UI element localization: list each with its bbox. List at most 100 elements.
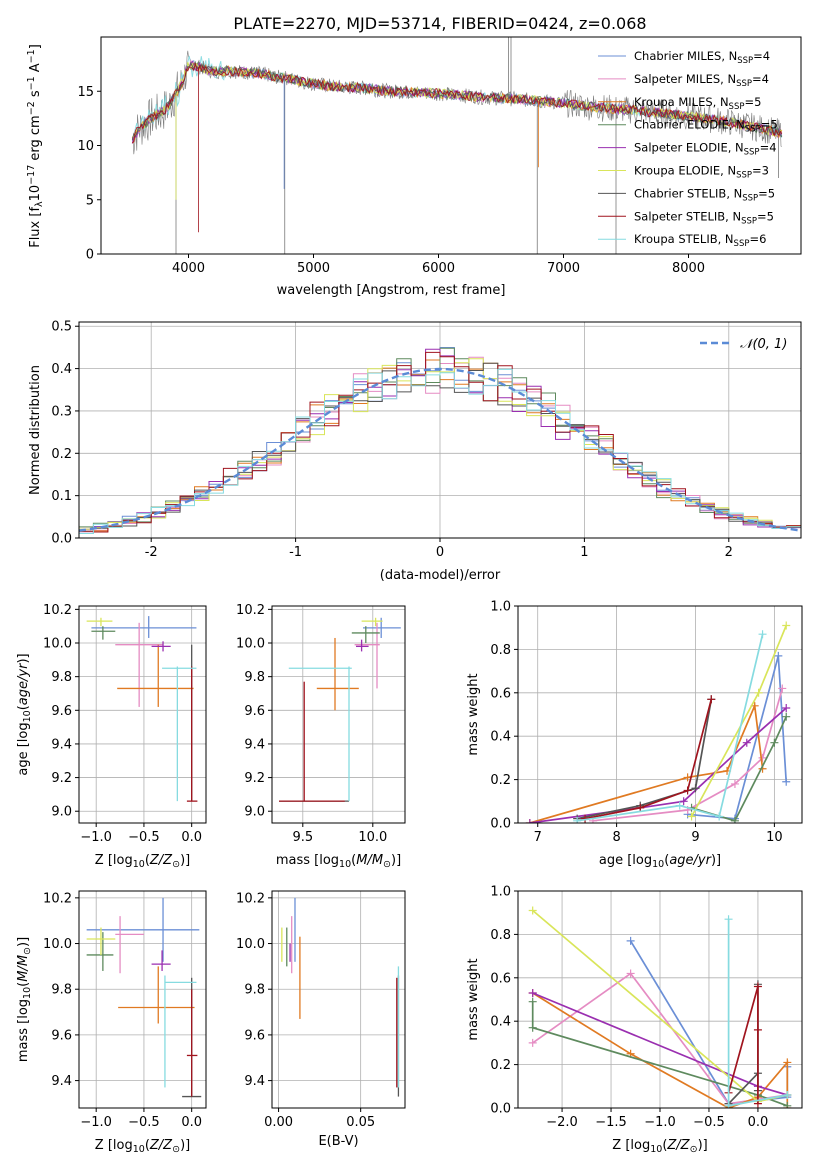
- residual-histogram-step: [79, 358, 801, 530]
- x-axis-label: Z [log10(Z/Z⊙)]: [95, 1138, 190, 1155]
- y-tick-label: 0.0: [490, 817, 511, 832]
- x-tick-label: −2.0: [546, 1115, 578, 1130]
- x-tick-label: 9: [691, 830, 699, 845]
- y-tick-label: 9.6: [244, 704, 265, 719]
- weight-point-marker: [782, 703, 791, 712]
- y-tick-label: 0.8: [490, 643, 511, 658]
- weight-point-marker: [528, 997, 537, 1006]
- y-tick-label: 10.2: [43, 891, 72, 906]
- weight-point-marker: [730, 816, 739, 823]
- x-tick-label: −0.5: [128, 830, 160, 845]
- x-tick-label: −0.5: [693, 1115, 725, 1130]
- legend-entry: Salpeter MILES, NSSP=4: [634, 72, 769, 89]
- y-tick-label: 9.6: [244, 1028, 265, 1043]
- x-tick-label: 10: [766, 830, 783, 845]
- y-tick-label: 0.4: [490, 1015, 511, 1030]
- weight-series-line: [584, 699, 713, 820]
- y-tick-label: 0.2: [490, 1058, 511, 1073]
- weight-point-marker: [683, 786, 692, 795]
- age-vs-mass-panel: 9.5 10.0 9.0 9.2 9.4 9.6 9.8 10.0 10.2 mass [log1…: [236, 603, 406, 870]
- x-tick-label: 1: [580, 545, 588, 560]
- x-tick-label: 10.0: [358, 830, 387, 845]
- weight-point-marker: [687, 812, 696, 821]
- weight-point-marker: [679, 797, 688, 806]
- weight-point-marker: [782, 712, 791, 721]
- legend-entry: Kroupa ELODIE, NSSP=3: [634, 164, 769, 181]
- weight-point-marker: [783, 1058, 792, 1067]
- figure-title: PLATE=2270, MJD=53714, FIBERID=0424, z=0…: [233, 14, 646, 33]
- plot-area: [131, 37, 783, 254]
- x-tick-label: −1.0: [80, 830, 112, 845]
- x-tick-label: −1.0: [80, 1115, 112, 1130]
- y-tick-label: 9.8: [51, 670, 72, 685]
- axes-frame: [271, 890, 406, 1109]
- x-tick-label: 0: [436, 545, 444, 560]
- y-axis-label: mass [log10(M/M⊙)]: [16, 937, 33, 1062]
- weight-point-marker: [730, 779, 739, 788]
- y-axis-label: mass weight: [466, 958, 481, 1040]
- weight-point-marker: [782, 621, 791, 630]
- y-tick-label: 0.4: [490, 730, 511, 745]
- y-tick-label: 0.0: [490, 1102, 511, 1117]
- x-tick-label: 7000: [547, 261, 580, 276]
- y-tick-label: 10.2: [236, 891, 265, 906]
- y-tick-label: 9.4: [244, 1074, 265, 1089]
- axes-frame: [78, 605, 207, 824]
- weight-point-marker: [724, 1101, 733, 1108]
- y-axis-label: mass weight: [466, 673, 481, 755]
- y-tick-label: 10.0: [236, 937, 265, 952]
- weight-point-marker: [758, 630, 767, 639]
- x-tick-label: -2: [145, 545, 158, 560]
- weight-point-marker: [573, 816, 582, 823]
- y-axis-label: age [log10(age/yr)]: [16, 653, 33, 775]
- legend-entry: Salpeter ELODIE, NSSP=4: [634, 141, 777, 158]
- mass-vs-metallicity-panel: −1.0 −0.5 0.0 9.4 9.6 9.8 10.0 10.2 Z [log10(Z/Z…: [16, 890, 207, 1155]
- weight-point-marker: [742, 738, 751, 747]
- plot-area: [79, 347, 801, 534]
- y-tick-label: 9.8: [244, 670, 265, 685]
- x-axis-label: mass [log10(M/M⊙)]: [276, 853, 401, 870]
- weight-point-marker: [753, 982, 762, 991]
- x-tick-label: 8000: [672, 261, 705, 276]
- weight-vs-metallicity-panel: −2.0 −1.5 −1.0 −0.5 0.0 0.0 0.2 0.4 0.6 0.8 1.0 Z […: [466, 885, 803, 1155]
- weight-point-marker: [782, 777, 791, 786]
- weight-point-marker: [783, 1101, 792, 1108]
- x-tick-label: 6000: [422, 261, 455, 276]
- plot-area: [86, 897, 202, 1098]
- legend-entry: Kroupa MILES, NSSP=5: [634, 95, 761, 112]
- legend-entry: 𝒩(0, 1): [740, 337, 787, 352]
- legend-entry: Chabrier MILES, NSSP=4: [634, 49, 770, 66]
- normal-reference-curve: [79, 367, 801, 532]
- x-axis-label: Z [log10(Z/Z⊙)]: [95, 853, 190, 870]
- weight-point-marker: [528, 906, 537, 915]
- axes-frame: [271, 605, 406, 824]
- weight-point-marker: [626, 969, 635, 978]
- y-tick-label: 9.0: [51, 805, 72, 820]
- x-tick-label: 4000: [172, 261, 205, 276]
- weight-point-marker: [774, 651, 783, 660]
- x-tick-label: −1.5: [595, 1115, 627, 1130]
- model-spectrum-line: [131, 61, 783, 141]
- spectrum-panel: 4000 5000 6000 7000 8000 0 5 10 15 wavelength [An…: [26, 36, 802, 298]
- y-tick-label: 5: [86, 193, 94, 208]
- weight-point-marker: [754, 688, 763, 697]
- model-spectrum-line: [132, 61, 782, 138]
- plot-area: [279, 617, 401, 802]
- x-tick-label: 8: [612, 830, 620, 845]
- weight-point-marker: [753, 1025, 762, 1034]
- weight-series-line: [727, 986, 759, 1104]
- y-axis-label: Normed distribution: [28, 365, 43, 495]
- x-axis-label: age [log10(age/yr)]: [599, 853, 721, 870]
- x-tick-label: 0.0: [181, 830, 202, 845]
- x-axis-label: wavelength [Angstrom, rest frame]: [277, 283, 506, 298]
- weight-series-line: [687, 655, 788, 820]
- x-tick-label: 9.5: [292, 830, 313, 845]
- y-tick-label: 9.6: [51, 1028, 72, 1043]
- weight-point-marker: [778, 684, 787, 693]
- axes-frame: [517, 890, 803, 1109]
- residual-histogram-step: [79, 351, 801, 533]
- weight-point-marker: [626, 936, 635, 945]
- y-tick-label: 10.0: [43, 637, 72, 652]
- legend-entry: Kroupa STELIB, NSSP=6: [634, 232, 766, 249]
